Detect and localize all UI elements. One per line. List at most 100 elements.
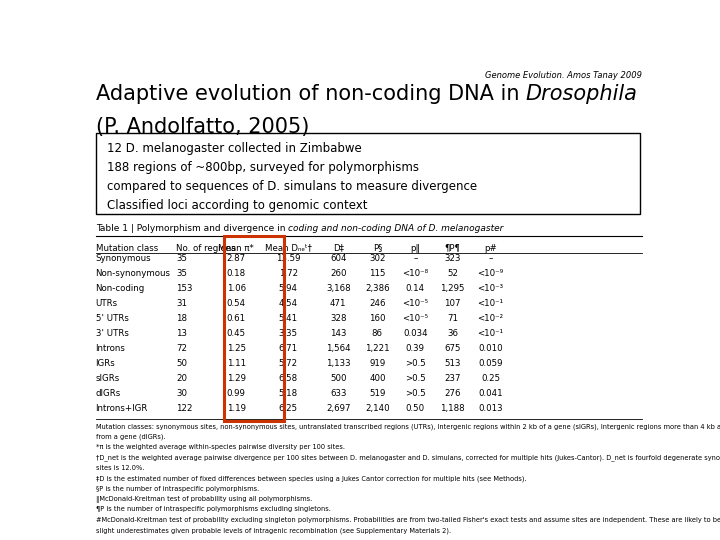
- Text: 1,221: 1,221: [365, 344, 390, 353]
- Text: 18: 18: [176, 314, 187, 323]
- Text: 519: 519: [369, 389, 385, 398]
- Text: 71: 71: [447, 314, 458, 323]
- Text: >0.5: >0.5: [405, 389, 426, 398]
- Text: ‡D is the estimated number of fixed differences between species using a Jukes Ca: ‡D is the estimated number of fixed diff…: [96, 475, 526, 482]
- Text: ¶P is the number of intraspecific polymorphisms excluding singletons.: ¶P is the number of intraspecific polymo…: [96, 507, 330, 512]
- Text: 188 regions of ~800bp, surveyed for polymorphisms: 188 regions of ~800bp, surveyed for poly…: [107, 161, 419, 174]
- Text: 633: 633: [330, 389, 346, 398]
- Text: 35: 35: [176, 269, 187, 279]
- Text: ¶P¶: ¶P¶: [445, 244, 461, 253]
- Text: Table 1 | Polymorphism and divergence in: Table 1 | Polymorphism and divergence in: [96, 224, 288, 233]
- Text: 31: 31: [176, 299, 187, 308]
- Text: 0.50: 0.50: [406, 404, 425, 413]
- Text: <10⁻⁸: <10⁻⁸: [402, 269, 428, 279]
- Text: 675: 675: [444, 344, 461, 353]
- Text: from a gene (dIGRs).: from a gene (dIGRs).: [96, 434, 165, 440]
- Text: ‖McDonald-Kreitman test of probability using all polymorphisms.: ‖McDonald-Kreitman test of probability u…: [96, 496, 312, 503]
- Text: 20: 20: [176, 374, 187, 383]
- Text: slight underestimates given probable levels of intragenic recombination (see Sup: slight underestimates given probable lev…: [96, 527, 451, 534]
- Text: 328: 328: [330, 314, 346, 323]
- Text: <10⁻³: <10⁻³: [477, 285, 504, 293]
- Text: Classified loci according to genomic context: Classified loci according to genomic con…: [107, 199, 367, 212]
- Text: 400: 400: [369, 374, 386, 383]
- Bar: [96, 133, 639, 214]
- Text: †D_net is the weighted average pairwise divergence per 100 sites between D. mela: †D_net is the weighted average pairwise …: [96, 454, 720, 461]
- Text: –: –: [413, 254, 418, 264]
- Text: 1,295: 1,295: [441, 285, 465, 293]
- Text: 5.41: 5.41: [279, 314, 297, 323]
- Text: 2,697: 2,697: [326, 404, 351, 413]
- Text: D‡: D‡: [333, 244, 344, 253]
- Text: 35: 35: [176, 254, 187, 264]
- Text: 2,386: 2,386: [365, 285, 390, 293]
- Bar: [224, 236, 284, 421]
- Text: 1,564: 1,564: [326, 344, 351, 353]
- Text: 50: 50: [176, 359, 187, 368]
- Text: 276: 276: [444, 389, 461, 398]
- Text: 153: 153: [176, 285, 193, 293]
- Text: 0.99: 0.99: [227, 389, 246, 398]
- Text: *π is the weighted average within-species pairwise diversity per 100 sites.: *π is the weighted average within-specie…: [96, 444, 345, 450]
- Text: sIGRs: sIGRs: [96, 374, 120, 383]
- Text: Introns+IGR: Introns+IGR: [96, 404, 148, 413]
- Text: 0.39: 0.39: [406, 344, 425, 353]
- Text: 6.25: 6.25: [279, 404, 297, 413]
- Text: 0.041: 0.041: [478, 389, 503, 398]
- Text: <10⁻¹: <10⁻¹: [477, 329, 504, 338]
- Text: 12 D. melanogaster collected in Zimbabwe: 12 D. melanogaster collected in Zimbabwe: [107, 141, 361, 155]
- Text: Non-synonymous: Non-synonymous: [96, 269, 171, 279]
- Text: 5.18: 5.18: [279, 389, 297, 398]
- Text: coding and non-coding DNA of D. melanogaster: coding and non-coding DNA of D. melanoga…: [288, 224, 503, 233]
- Text: 1.29: 1.29: [227, 374, 246, 383]
- Text: <10⁻¹: <10⁻¹: [477, 299, 504, 308]
- Text: <10⁻⁹: <10⁻⁹: [477, 269, 504, 279]
- Text: 323: 323: [444, 254, 461, 264]
- Text: 115: 115: [369, 269, 386, 279]
- Text: Mean π*: Mean π*: [218, 244, 254, 253]
- Text: 72: 72: [176, 344, 187, 353]
- Text: 0.45: 0.45: [227, 329, 246, 338]
- Text: >0.5: >0.5: [405, 374, 426, 383]
- Text: 1,133: 1,133: [326, 359, 351, 368]
- Text: 0.059: 0.059: [478, 359, 503, 368]
- Text: dIGRs: dIGRs: [96, 389, 121, 398]
- Text: 1.11: 1.11: [227, 359, 246, 368]
- Text: 0.61: 0.61: [227, 314, 246, 323]
- Text: §P is the number of intraspecific polymorphisms.: §P is the number of intraspecific polymo…: [96, 485, 258, 491]
- Text: sites is 12.0%.: sites is 12.0%.: [96, 465, 144, 471]
- Text: Drosophila: Drosophila: [526, 84, 638, 104]
- Text: 1,188: 1,188: [441, 404, 465, 413]
- Text: 1.19: 1.19: [227, 404, 246, 413]
- Text: 1.06: 1.06: [227, 285, 246, 293]
- Text: 0.14: 0.14: [406, 285, 425, 293]
- Text: 86: 86: [372, 329, 383, 338]
- Text: 6.71: 6.71: [279, 344, 297, 353]
- Text: 52: 52: [447, 269, 458, 279]
- Text: 260: 260: [330, 269, 346, 279]
- Text: Non-coding: Non-coding: [96, 285, 145, 293]
- Text: p#: p#: [485, 244, 497, 253]
- Text: Mutation classes: synonymous sites, non-synonymous sites, untranslated transcrib: Mutation classes: synonymous sites, non-…: [96, 423, 720, 430]
- Text: –: –: [488, 254, 492, 264]
- Text: <10⁻²: <10⁻²: [477, 314, 504, 323]
- Text: No. of regions: No. of regions: [176, 244, 236, 253]
- Text: (P. Andolfatto, 2005): (P. Andolfatto, 2005): [96, 117, 309, 137]
- Text: UTRs: UTRs: [96, 299, 117, 308]
- Text: 0.18: 0.18: [227, 269, 246, 279]
- Text: 5.94: 5.94: [279, 285, 297, 293]
- Text: 513: 513: [444, 359, 461, 368]
- Text: 107: 107: [444, 299, 461, 308]
- Text: 500: 500: [330, 374, 346, 383]
- Text: p‖: p‖: [410, 244, 420, 253]
- Text: 36: 36: [447, 329, 458, 338]
- Text: 4.54: 4.54: [279, 299, 297, 308]
- Text: 3.35: 3.35: [279, 329, 297, 338]
- Text: IGRs: IGRs: [96, 359, 115, 368]
- Text: 3,168: 3,168: [326, 285, 351, 293]
- Text: 0.010: 0.010: [478, 344, 503, 353]
- Text: 143: 143: [330, 329, 346, 338]
- Text: 3' UTRs: 3' UTRs: [96, 329, 128, 338]
- Text: 0.25: 0.25: [481, 374, 500, 383]
- Text: P§: P§: [373, 244, 382, 253]
- Text: 160: 160: [369, 314, 386, 323]
